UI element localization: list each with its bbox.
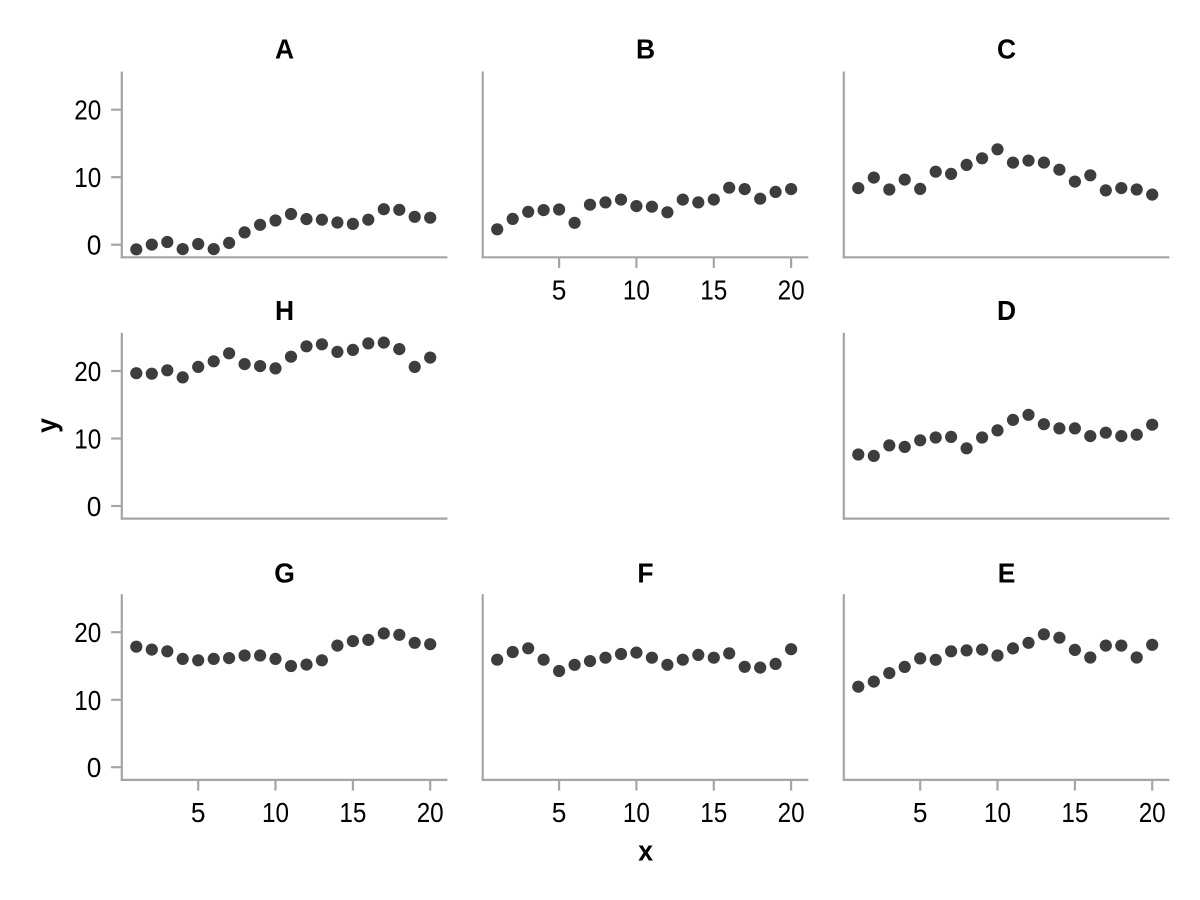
svg-text:5: 5: [191, 797, 206, 828]
svg-text:G: G: [274, 557, 295, 588]
svg-text:10: 10: [623, 274, 650, 305]
svg-text:F: F: [637, 557, 653, 588]
svg-text:0: 0: [87, 230, 102, 261]
svg-text:10: 10: [74, 424, 101, 455]
svg-text:10: 10: [74, 162, 101, 193]
svg-text:E: E: [998, 557, 1016, 588]
svg-text:y: y: [32, 418, 64, 433]
svg-text:5: 5: [552, 274, 567, 305]
svg-text:15: 15: [700, 274, 727, 305]
svg-text:15: 15: [1061, 797, 1088, 828]
svg-text:5: 5: [552, 797, 567, 828]
svg-text:0: 0: [87, 752, 102, 783]
svg-text:A: A: [275, 34, 294, 65]
svg-text:H: H: [275, 295, 294, 326]
svg-text:0: 0: [87, 491, 102, 522]
svg-text:10: 10: [623, 797, 650, 828]
svg-text:20: 20: [74, 95, 101, 126]
svg-text:10: 10: [74, 685, 101, 716]
svg-text:x: x: [638, 836, 653, 868]
svg-text:20: 20: [74, 356, 101, 387]
svg-text:20: 20: [74, 617, 101, 648]
svg-text:B: B: [636, 34, 655, 65]
svg-text:20: 20: [778, 274, 805, 305]
svg-text:20: 20: [778, 797, 805, 828]
svg-text:15: 15: [339, 797, 366, 828]
svg-text:5: 5: [913, 797, 928, 828]
svg-text:10: 10: [262, 797, 289, 828]
svg-text:10: 10: [984, 797, 1011, 828]
svg-text:20: 20: [1139, 797, 1166, 828]
svg-text:15: 15: [700, 797, 727, 828]
svg-text:20: 20: [417, 797, 444, 828]
svg-text:C: C: [997, 34, 1016, 65]
svg-text:D: D: [997, 295, 1016, 326]
